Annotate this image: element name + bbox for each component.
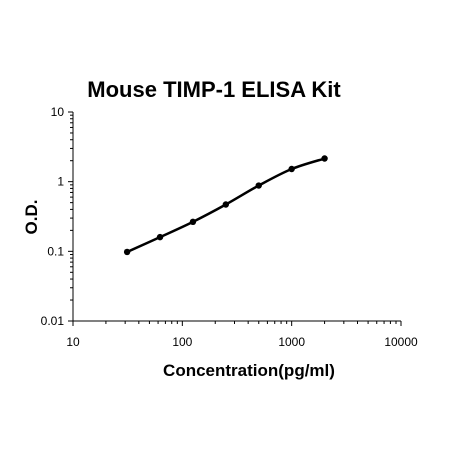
y-tick-label: 0.01 (41, 314, 65, 328)
x-tick-label: 1000 (278, 335, 305, 349)
y-tick-label: 0.1 (47, 244, 64, 258)
data-point (156, 233, 164, 241)
data-point (255, 182, 262, 189)
chart-title: Mouse TIMP-1 ELISA Kit (87, 77, 341, 102)
y-axis-label: O.D. (22, 200, 41, 235)
x-tick-label: 10000 (384, 335, 418, 349)
x-axis-label: Concentration(pg/ml) (163, 361, 335, 380)
x-tick-label: 10 (66, 335, 80, 349)
data-point (123, 248, 131, 256)
data-point (321, 155, 328, 162)
points-layer (123, 155, 328, 256)
y-tick-label: 10 (51, 105, 65, 119)
axes (72, 112, 401, 322)
ticks: 10 100 1000 10000 0.01 0.1 1 10 (41, 105, 418, 349)
data-point (189, 218, 197, 226)
x-tick-label: 100 (172, 335, 192, 349)
y-tick-label: 1 (57, 175, 64, 189)
data-point (288, 165, 295, 173)
data-point (222, 201, 230, 208)
